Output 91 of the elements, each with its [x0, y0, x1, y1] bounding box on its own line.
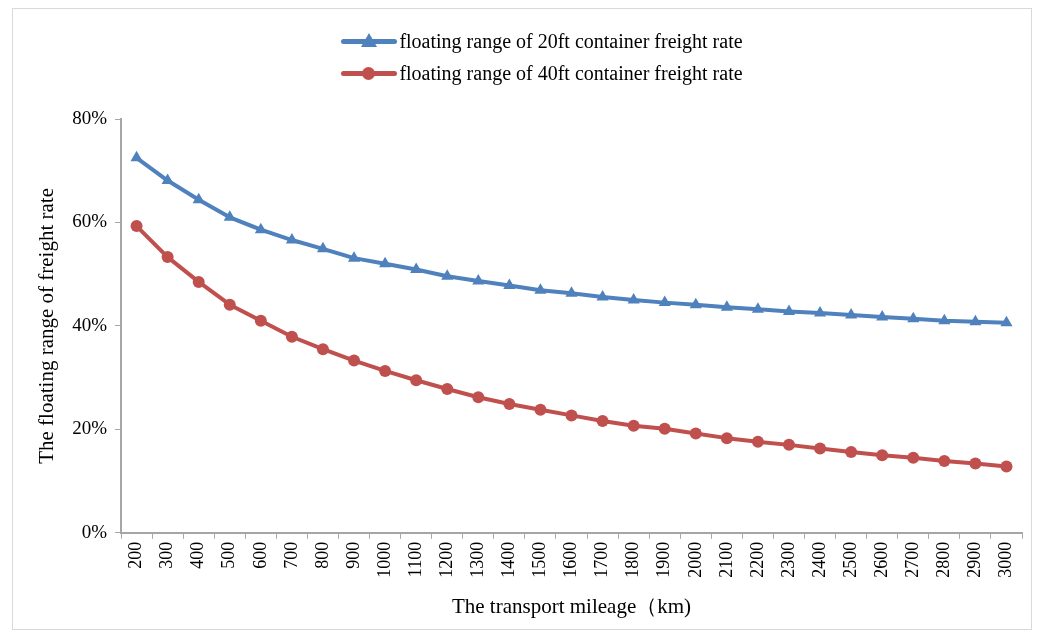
- point: [534, 283, 547, 294]
- point: [938, 313, 951, 325]
- point: [472, 391, 485, 404]
- point: [223, 298, 236, 311]
- x-tick-label: 2600: [870, 541, 891, 578]
- point: [658, 422, 671, 435]
- point: [472, 273, 485, 285]
- y-axis-title: The floating range of freight rate: [34, 188, 59, 464]
- point: [782, 438, 795, 451]
- point: [503, 278, 516, 290]
- point: [1000, 315, 1013, 327]
- y-tick-label: 0%: [81, 520, 108, 542]
- point: [1000, 460, 1013, 473]
- point: [969, 457, 982, 470]
- x-tick-label: 2500: [839, 541, 860, 578]
- point: [348, 354, 361, 367]
- point: [379, 364, 392, 377]
- point: [192, 275, 205, 288]
- point: [503, 398, 516, 411]
- point: [907, 451, 920, 464]
- point: [379, 256, 392, 268]
- x-tick-label: 1800: [622, 541, 643, 578]
- x-tick-label: 1200: [435, 541, 456, 578]
- x-tick-label: 400: [187, 541, 208, 569]
- point: [565, 286, 578, 297]
- point: [969, 314, 982, 326]
- point: [751, 302, 764, 313]
- y-tick-label: 60%: [72, 210, 108, 232]
- point: [751, 435, 764, 448]
- x-tick-label: 2100: [715, 541, 736, 578]
- x-tick-label: 900: [342, 541, 363, 569]
- x-tick-label: 1900: [653, 541, 674, 578]
- x-tick-label: 1600: [560, 541, 581, 578]
- y-tick-label: 40%: [72, 313, 108, 335]
- x-tick-label: 2200: [746, 541, 767, 578]
- x-tick-label: 3000: [995, 541, 1016, 578]
- x-axis-title: The transport mileage（km): [451, 593, 692, 618]
- x-tick-label: 1100: [404, 541, 425, 578]
- point: [627, 419, 640, 432]
- point: [316, 343, 329, 356]
- x-tick-label: 1300: [467, 541, 488, 578]
- x-tick-label: 2400: [808, 541, 829, 578]
- point: [689, 297, 702, 309]
- x-tick-label: 1700: [591, 541, 612, 578]
- point: [441, 269, 454, 280]
- x-tick-label: 500: [218, 541, 239, 569]
- point: [161, 173, 174, 185]
- x-tick-label: 2700: [902, 541, 922, 578]
- point: [596, 289, 609, 301]
- point: [534, 403, 547, 416]
- x-tick-label: 700: [280, 541, 301, 569]
- point: [814, 442, 827, 455]
- y-tick-label: 80%: [72, 106, 108, 128]
- x-tick-label: 600: [249, 541, 270, 569]
- point: [845, 446, 858, 459]
- point: [410, 262, 423, 274]
- point: [845, 308, 858, 319]
- point: [565, 409, 578, 422]
- point: [876, 449, 889, 462]
- point: [254, 222, 267, 234]
- point: [782, 304, 796, 315]
- y-tick-label: 20%: [72, 417, 108, 439]
- point: [938, 454, 951, 467]
- point: [285, 330, 298, 343]
- x-tick-label: 1000: [373, 541, 394, 578]
- point: [907, 311, 920, 323]
- point: [316, 241, 330, 253]
- x-tick-label: 300: [156, 541, 177, 569]
- point: [876, 310, 889, 321]
- point: [627, 293, 640, 304]
- point: [596, 415, 609, 428]
- point: [720, 432, 733, 445]
- point: [285, 233, 298, 244]
- x-tick-label: 800: [311, 541, 332, 569]
- point: [441, 383, 454, 395]
- legend-label: floating range of 20ft container freight rate: [399, 29, 743, 53]
- x-tick-label: 1500: [529, 541, 550, 578]
- point: [254, 314, 267, 327]
- point: [689, 427, 702, 440]
- point: [130, 150, 143, 162]
- point: [720, 300, 733, 311]
- point: [347, 251, 361, 262]
- legend-label: floating range of 40ft container freight rate: [399, 61, 743, 85]
- x-tick-label: 2800: [933, 541, 954, 578]
- x-tick-label: 200: [125, 541, 146, 569]
- x-tick-label: 2900: [964, 541, 985, 578]
- point: [410, 374, 423, 387]
- x-tick-label: 2000: [684, 541, 705, 578]
- x-tick-label: 2300: [777, 541, 798, 578]
- point: [658, 295, 671, 307]
- x-tick-label: 1400: [498, 541, 519, 578]
